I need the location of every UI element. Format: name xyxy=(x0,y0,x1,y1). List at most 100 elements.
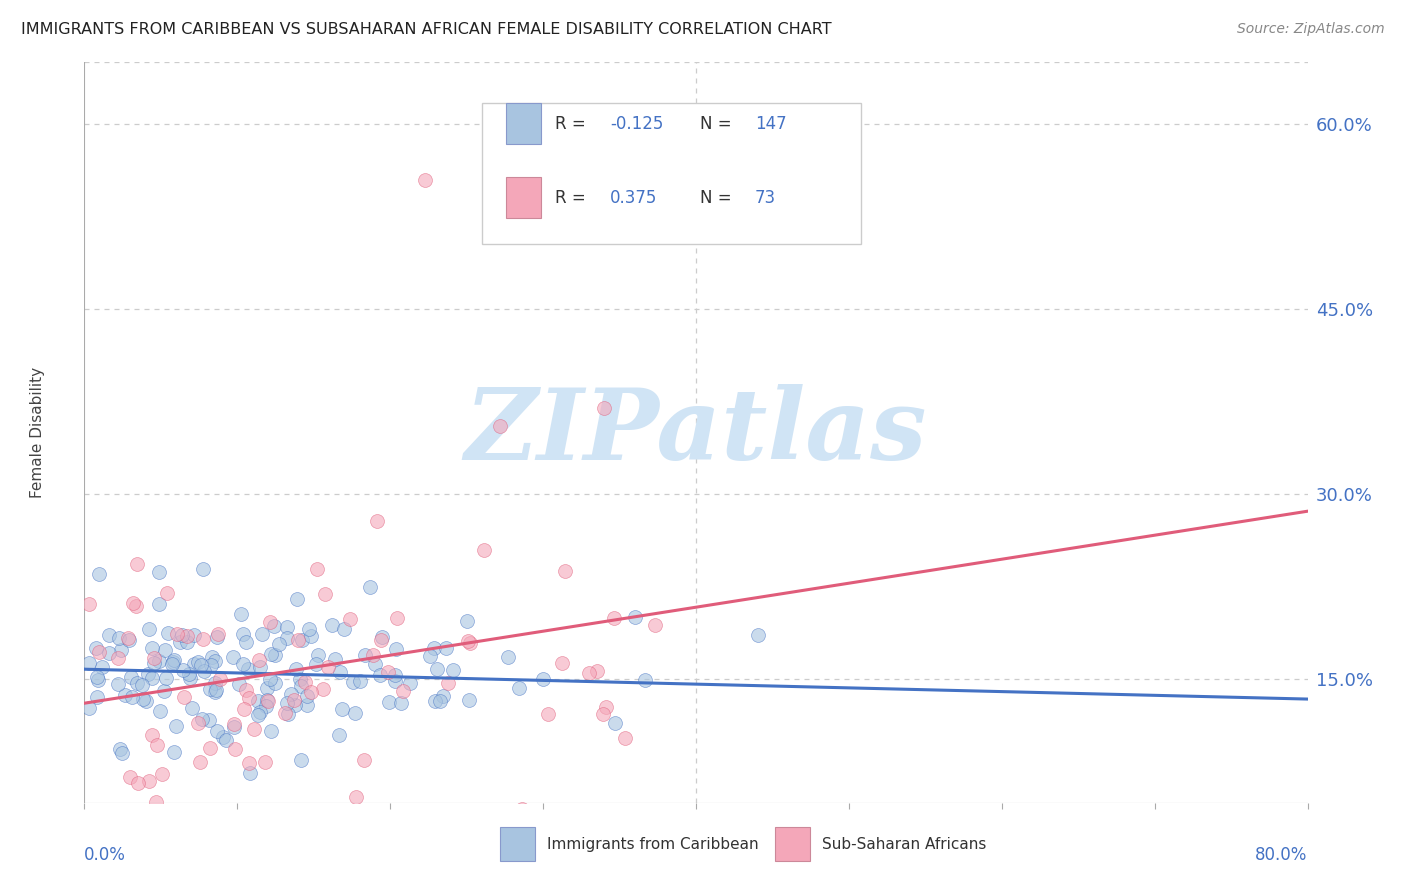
Point xyxy=(273,706,295,720)
Point xyxy=(163,652,186,666)
Point xyxy=(143,656,166,670)
Point xyxy=(87,567,110,582)
Point xyxy=(247,694,270,708)
Point xyxy=(312,681,335,696)
Point xyxy=(86,673,108,687)
Point xyxy=(148,566,170,580)
Point xyxy=(249,659,271,673)
Point xyxy=(122,595,145,609)
Point xyxy=(290,679,312,693)
Point xyxy=(149,704,172,718)
Point xyxy=(141,728,163,742)
Point xyxy=(586,664,609,678)
Point xyxy=(232,702,254,716)
Point xyxy=(134,805,156,819)
Point xyxy=(231,607,253,622)
Text: 0.375: 0.375 xyxy=(610,188,658,207)
Point xyxy=(172,664,194,678)
Point xyxy=(127,776,149,790)
Point xyxy=(384,673,406,688)
Point xyxy=(329,665,352,680)
Point xyxy=(87,645,110,659)
Point xyxy=(366,514,388,528)
Point xyxy=(77,657,100,671)
Point xyxy=(256,693,278,707)
Point xyxy=(108,742,131,756)
Point xyxy=(142,651,165,665)
Point xyxy=(204,685,226,699)
Point xyxy=(359,581,381,595)
Point xyxy=(238,756,260,771)
Text: ZIPatlas: ZIPatlas xyxy=(465,384,927,481)
Text: R =: R = xyxy=(555,188,592,207)
Point xyxy=(150,766,173,780)
Point xyxy=(498,650,520,665)
Point xyxy=(456,614,478,628)
Point xyxy=(259,673,281,687)
Point xyxy=(98,646,121,660)
Point xyxy=(193,664,215,678)
Point xyxy=(299,629,322,643)
Point xyxy=(156,585,179,599)
Point xyxy=(77,701,100,715)
Point xyxy=(305,561,328,575)
Point xyxy=(457,634,479,648)
Point xyxy=(243,722,266,736)
Point xyxy=(118,632,141,647)
Point xyxy=(156,625,179,640)
FancyBboxPatch shape xyxy=(506,103,541,144)
Point xyxy=(364,657,387,671)
Point xyxy=(232,627,254,641)
Point xyxy=(108,631,131,645)
Point xyxy=(162,655,184,669)
Point xyxy=(370,632,392,647)
Point xyxy=(592,707,614,722)
Point xyxy=(209,672,232,686)
Point xyxy=(429,694,451,708)
Point xyxy=(285,592,308,607)
Point xyxy=(458,636,481,650)
Point xyxy=(295,689,318,703)
Point xyxy=(457,693,479,707)
Point xyxy=(232,657,254,672)
Point xyxy=(211,730,233,744)
Text: Immigrants from Caribbean: Immigrants from Caribbean xyxy=(547,837,758,852)
Point xyxy=(291,632,314,647)
Point xyxy=(176,629,198,643)
Point xyxy=(110,643,132,657)
Point xyxy=(276,631,298,645)
Point xyxy=(114,688,136,702)
Text: 80.0%: 80.0% xyxy=(1256,846,1308,864)
Point xyxy=(191,632,214,646)
Point xyxy=(125,599,148,613)
Point xyxy=(183,657,205,671)
Point xyxy=(333,622,356,636)
Point xyxy=(120,670,142,684)
Point xyxy=(249,705,271,719)
Point xyxy=(121,690,143,705)
FancyBboxPatch shape xyxy=(506,178,541,218)
Point xyxy=(384,667,406,681)
Point xyxy=(263,618,285,632)
Point xyxy=(198,682,221,697)
Point xyxy=(419,648,441,663)
Point xyxy=(285,662,308,676)
Point xyxy=(298,622,321,636)
Point xyxy=(204,654,226,668)
Point xyxy=(344,789,367,804)
Point xyxy=(222,720,245,734)
Point xyxy=(180,701,202,715)
Point xyxy=(294,675,316,690)
Point xyxy=(287,633,309,648)
Point xyxy=(603,716,626,731)
Text: Source: ZipAtlas.com: Source: ZipAtlas.com xyxy=(1237,22,1385,37)
Point xyxy=(349,673,371,688)
Point xyxy=(437,676,460,690)
Point xyxy=(269,637,291,651)
Point xyxy=(173,690,195,705)
Point xyxy=(98,628,121,642)
Point xyxy=(256,681,278,696)
Point xyxy=(277,706,299,721)
Point xyxy=(183,628,205,642)
Point xyxy=(127,676,149,690)
